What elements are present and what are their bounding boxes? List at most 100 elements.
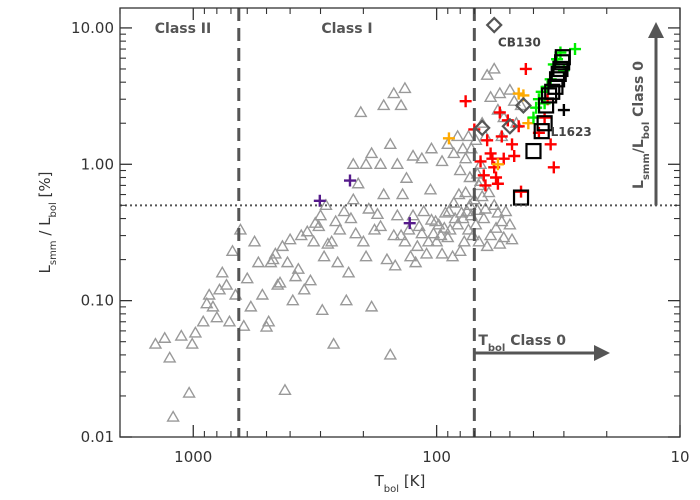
plus-marker (403, 217, 416, 230)
triangle-marker (450, 217, 465, 230)
source-label: L1623 (551, 125, 592, 139)
x-tick-label: 100 (422, 448, 451, 466)
triangle-marker (166, 410, 180, 422)
triangle-marker (202, 288, 216, 300)
triangle-marker (415, 226, 429, 239)
triangle-marker (503, 217, 517, 230)
triangle-marker (261, 314, 276, 327)
triangle-marker (215, 265, 229, 278)
triangle-marker (196, 314, 210, 327)
triangle-marker (412, 219, 426, 232)
diamond-marker (485, 16, 503, 34)
plus-marker (557, 104, 570, 117)
triangle-marker (507, 94, 521, 106)
triangle-marker (354, 105, 368, 118)
y-tick-label: 0.10 (81, 292, 114, 310)
x-tick-label: 10 (670, 448, 689, 466)
triangle-marker (255, 288, 270, 300)
triangle-marker (473, 157, 488, 169)
triangle-marker (273, 275, 287, 288)
triangle-marker (410, 239, 425, 252)
triangle-marker (370, 207, 385, 219)
triangle-marker (464, 141, 479, 154)
triangle-marker (373, 157, 388, 169)
triangle-marker (275, 239, 290, 252)
plus-marker (547, 161, 560, 174)
region-label-class-i: Class I (321, 21, 372, 37)
triangle-marker (339, 293, 354, 306)
triangle-marker (303, 273, 318, 286)
triangle-marker (453, 163, 467, 176)
plus-marker (477, 169, 490, 182)
triangle-marker (247, 234, 262, 247)
triangle-marker (233, 223, 248, 235)
triangle-marker (458, 151, 473, 164)
diamond-marker (473, 119, 491, 137)
triangle-marker (373, 219, 388, 232)
triangle-marker (394, 98, 408, 111)
triangle-marker (477, 211, 491, 224)
triangle-marker (383, 348, 398, 360)
triangle-marker (480, 239, 494, 252)
triangle-marker (387, 86, 401, 99)
triangle-marker (388, 258, 402, 271)
triangle-marker (489, 221, 503, 233)
diamond-marker (514, 96, 532, 115)
triangle-marker (312, 219, 326, 232)
square-marker (536, 115, 553, 132)
triangle-marker (483, 90, 498, 102)
triangle-marker (359, 157, 373, 169)
triangle-marker (294, 228, 308, 241)
triangle-marker (398, 81, 412, 94)
triangle-marker (472, 234, 486, 247)
triangle-marker (283, 232, 297, 245)
triangle-marker (313, 208, 328, 221)
triangle-marker (437, 221, 452, 233)
tbol-arrowhead (594, 345, 610, 361)
triangle-marker (435, 154, 449, 167)
class-boundaries (120, 8, 680, 437)
triangle-marker (306, 234, 321, 247)
plus-marker (313, 194, 326, 207)
triangle-marker (497, 230, 511, 243)
triangle-marker (317, 249, 331, 262)
triangle-marker (300, 224, 314, 237)
triangle-marker (288, 269, 303, 282)
data-marks (148, 16, 582, 422)
plus-marker (490, 171, 503, 184)
source-label: CB130 (498, 36, 541, 50)
triangle-marker (399, 171, 414, 183)
triangle-marker (237, 319, 251, 331)
triangle-marker (441, 137, 455, 150)
triangle-marker (367, 223, 382, 235)
y-tick-label: 10.00 (71, 19, 114, 37)
plus-marker (442, 132, 455, 145)
triangle-marker (219, 278, 234, 290)
tbol-class0-label: Tbol Class 0 (478, 333, 566, 354)
triangle-marker (188, 326, 203, 338)
triangle-marker (326, 337, 341, 349)
plus-marker (495, 130, 508, 143)
square-marker (550, 65, 567, 83)
x-axis-title: Tbol [K] (374, 472, 426, 495)
triangle-marker (356, 234, 371, 247)
plus-marker (486, 152, 499, 165)
plus-marker (506, 138, 519, 151)
plus-marker (481, 134, 494, 147)
triangle-marker (480, 68, 494, 80)
triangle-marker (438, 206, 453, 218)
triangle-marker (398, 234, 412, 247)
triangle-marker (395, 187, 410, 200)
plus-marker (569, 43, 582, 56)
triangle-marker (457, 234, 471, 247)
triangle-marker (435, 247, 449, 259)
triangle-marker (346, 157, 361, 169)
triangle-marker (419, 247, 434, 259)
triangle-marker (390, 208, 405, 221)
axes: 1000 100 10 0.01 0.10 1.00 10.00 Tbol [K] Lsmm /… (36, 7, 690, 495)
square-marker (544, 83, 561, 100)
plus-marker (493, 106, 506, 119)
triangle-marker (278, 383, 292, 396)
triangle-marker (266, 252, 280, 265)
triangle-marker (376, 98, 391, 111)
